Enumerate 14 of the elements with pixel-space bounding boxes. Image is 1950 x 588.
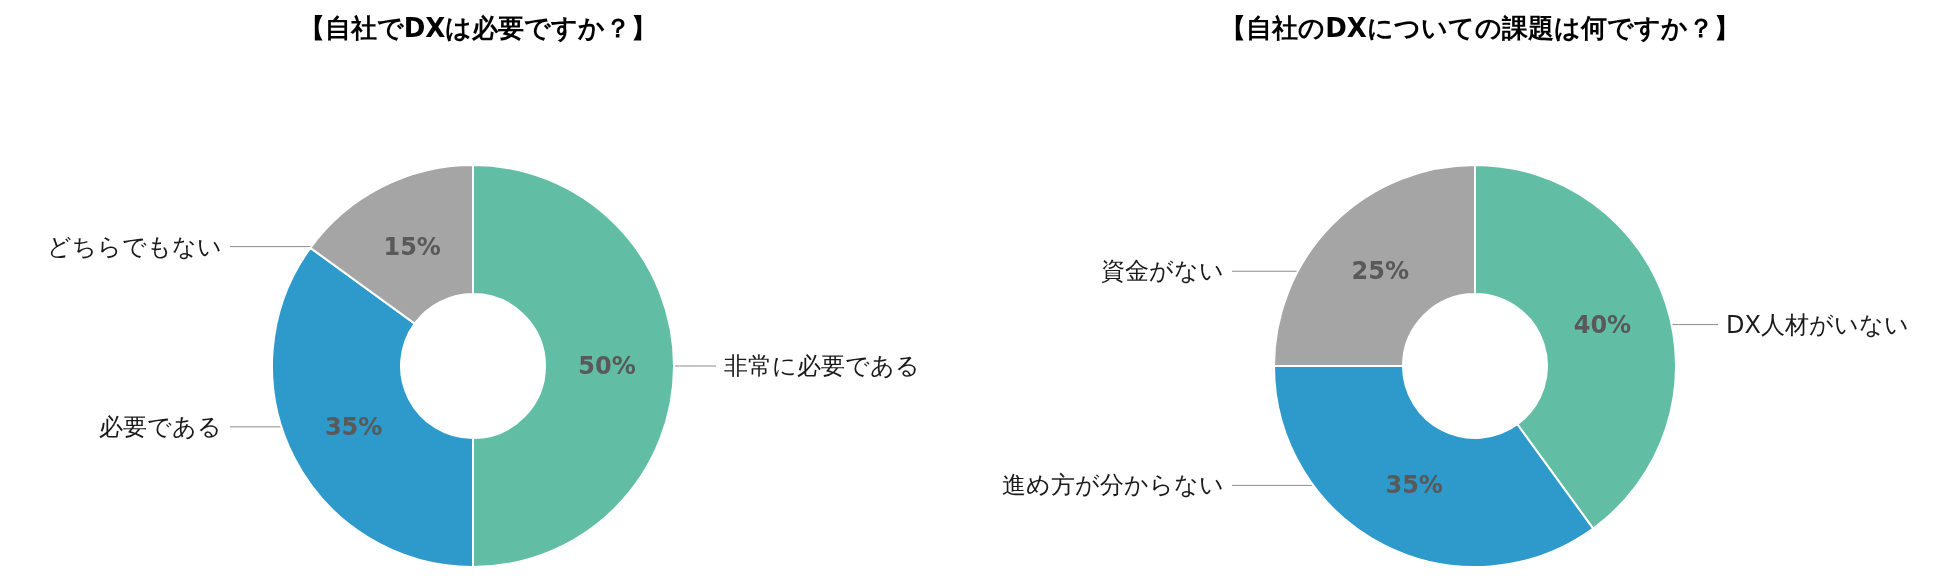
slice-label: どちらでもない	[47, 232, 222, 261]
data-label: 35%	[324, 412, 383, 441]
slice-label: 資金がない	[1101, 257, 1224, 286]
data-label: 15%	[383, 232, 441, 261]
slice-label: 必要である	[99, 412, 222, 441]
data-label: 40%	[1573, 310, 1632, 339]
data-label: 25%	[1351, 257, 1409, 286]
data-label: 35%	[1385, 471, 1443, 500]
slice-label: DX人材がいない	[1726, 310, 1909, 339]
data-label: 50%	[578, 352, 636, 380]
slice-label: 進め方が分からない	[1002, 471, 1224, 500]
chart-title: 【自社でDXは必要ですか？】	[298, 13, 658, 43]
slice-label: 非常に必要である	[724, 352, 920, 380]
chart-title: 【自社のDXについての課題は何ですか？】	[1220, 13, 1740, 43]
